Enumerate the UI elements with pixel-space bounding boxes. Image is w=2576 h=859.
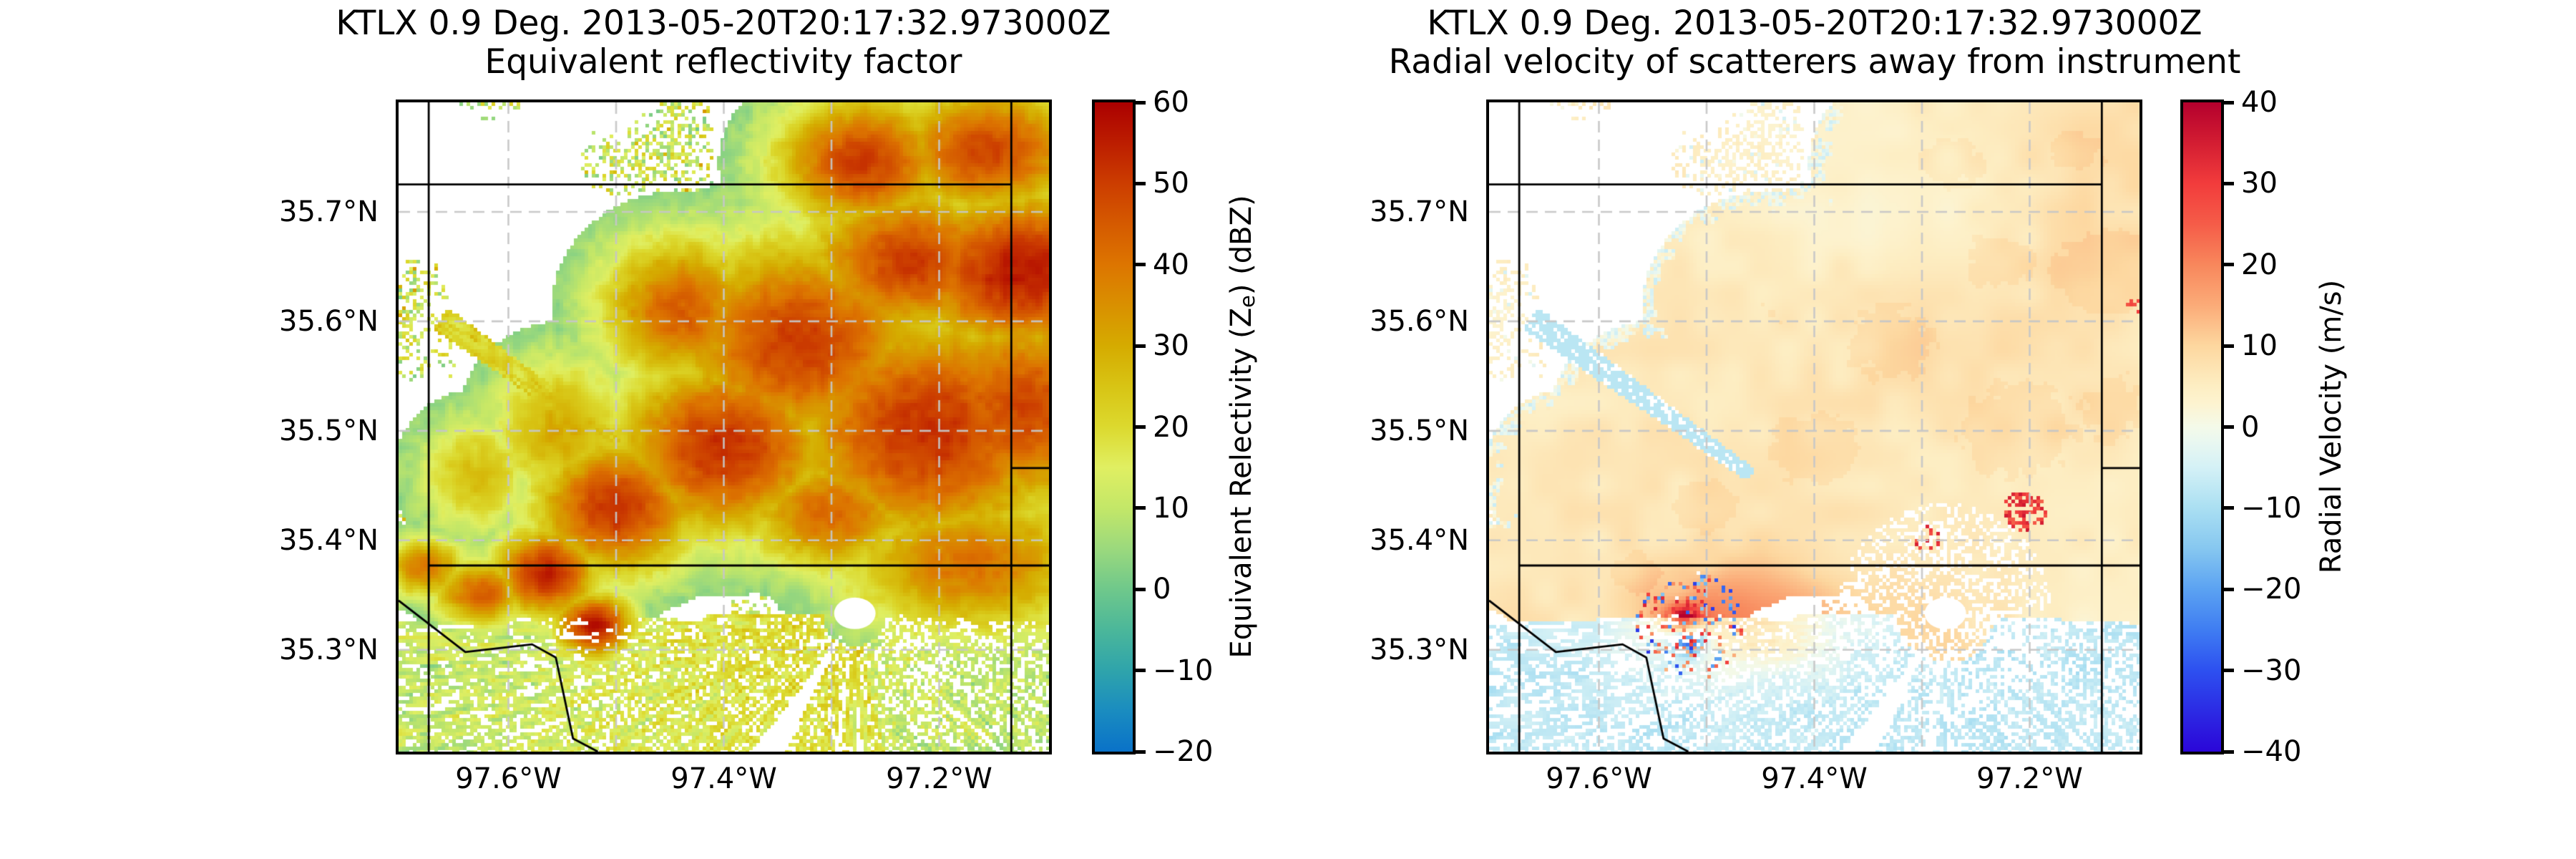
colorbar-tick-label: −10	[2241, 491, 2302, 525]
colorbar-tick-mark	[1133, 506, 1146, 510]
y-tick-label: 35.5°N	[1370, 414, 1469, 447]
colorbar-tick-mark	[2221, 749, 2234, 754]
y-tick-label: 35.5°N	[279, 414, 379, 447]
reflectivity-colorbar	[1092, 100, 1136, 754]
colorbar-tick-mark	[2221, 587, 2234, 591]
x-tick-label: 97.2°W	[886, 762, 992, 795]
x-tick-label: 97.2°W	[1976, 762, 2083, 795]
colorbar-tick-mark	[2221, 669, 2234, 673]
colorbar-tick-mark	[2221, 181, 2234, 185]
y-tick-label: 35.7°N	[279, 195, 379, 228]
x-tick-label: 97.6°W	[455, 762, 562, 795]
colorbar-tick-label: 20	[1153, 410, 1189, 444]
colorbar-tick-label: 40	[2241, 86, 2278, 119]
colorbar-tick-mark	[1133, 181, 1146, 185]
colorbar-tick-mark	[2221, 100, 2234, 105]
colorbar-tick-mark	[1133, 263, 1146, 267]
reflectivity-colorbar-gradient	[1095, 102, 1133, 752]
x-tick-label: 97.6°W	[1546, 762, 1652, 795]
y-tick-label: 35.4°N	[279, 523, 379, 557]
velocity-map-panel	[1486, 100, 2142, 754]
colorbar-tick-label: 10	[1153, 491, 1189, 525]
velocity-title-line2: Radial velocity of scatterers away from …	[1388, 42, 2241, 82]
reflectivity-colorbar-label: Equivalent Relectivity (Ze) (dBZ)	[1225, 195, 1259, 659]
colorbar-tick-mark	[2221, 263, 2234, 267]
colorbar-tick-label: 40	[1153, 248, 1189, 281]
colorbar-tick-label: 0	[1153, 573, 1171, 606]
reflectivity-title: KTLX 0.9 Deg. 2013-05-20T20:17:32.973000…	[336, 4, 1111, 82]
colorbar-tick-label: 20	[2241, 248, 2278, 281]
velocity-colorbar-gradient	[2183, 102, 2221, 752]
reflectivity-map-panel	[396, 100, 1052, 754]
colorbar-tick-mark	[1133, 425, 1146, 429]
colorbar-tick-label: −30	[2241, 654, 2302, 687]
reflectivity-title-line2: Equivalent reflectivity factor	[484, 42, 962, 82]
colorbar-tick-label: 30	[2241, 167, 2278, 200]
reflectivity-colorbar-label-pre: Equivalent Relectivity (Z	[1225, 307, 1258, 659]
reflectivity-title-line1: KTLX 0.9 Deg. 2013-05-20T20:17:32.973000…	[336, 4, 1111, 43]
colorbar-tick-label: −40	[2241, 735, 2302, 768]
velocity-colorbar-label: Radial Velocity (m/s)	[2315, 280, 2348, 573]
colorbar-tick-mark	[1133, 749, 1146, 754]
x-tick-label: 97.4°W	[1761, 762, 1868, 795]
reflectivity-ppi-canvas	[399, 102, 1049, 752]
velocity-title-line1: KTLX 0.9 Deg. 2013-05-20T20:17:32.973000…	[1427, 4, 2202, 43]
colorbar-tick-mark	[2221, 425, 2234, 429]
colorbar-tick-label: 60	[1153, 86, 1189, 119]
y-tick-label: 35.6°N	[1370, 304, 1469, 338]
colorbar-tick-mark	[2221, 506, 2234, 510]
colorbar-tick-label: 10	[2241, 329, 2278, 363]
colorbar-tick-mark	[1133, 344, 1146, 348]
colorbar-tick-mark	[1133, 587, 1146, 591]
colorbar-tick-label: 50	[1153, 167, 1189, 200]
colorbar-tick-label: −20	[2241, 573, 2302, 606]
reflectivity-colorbar-label-post: ) (dBZ)	[1225, 195, 1258, 296]
velocity-colorbar-label-pre: Radial Velocity (m/s)	[2315, 279, 2348, 574]
colorbar-tick-mark	[2221, 344, 2234, 348]
velocity-title: KTLX 0.9 Deg. 2013-05-20T20:17:32.973000…	[1389, 4, 2241, 82]
y-tick-label: 35.4°N	[1370, 523, 1469, 557]
y-tick-label: 35.3°N	[1370, 633, 1469, 666]
y-tick-label: 35.3°N	[279, 633, 379, 666]
y-tick-label: 35.6°N	[279, 304, 379, 338]
velocity-ppi-canvas	[1489, 102, 2140, 752]
colorbar-tick-label: 30	[1153, 329, 1189, 363]
colorbar-tick-label: 0	[2241, 410, 2260, 444]
colorbar-tick-label: −20	[1153, 735, 1214, 768]
velocity-colorbar	[2180, 100, 2224, 754]
x-tick-label: 97.4°W	[670, 762, 777, 795]
y-tick-label: 35.7°N	[1370, 195, 1469, 228]
colorbar-tick-mark	[1133, 669, 1146, 673]
colorbar-tick-label: −10	[1153, 654, 1214, 687]
colorbar-tick-mark	[1133, 100, 1146, 105]
